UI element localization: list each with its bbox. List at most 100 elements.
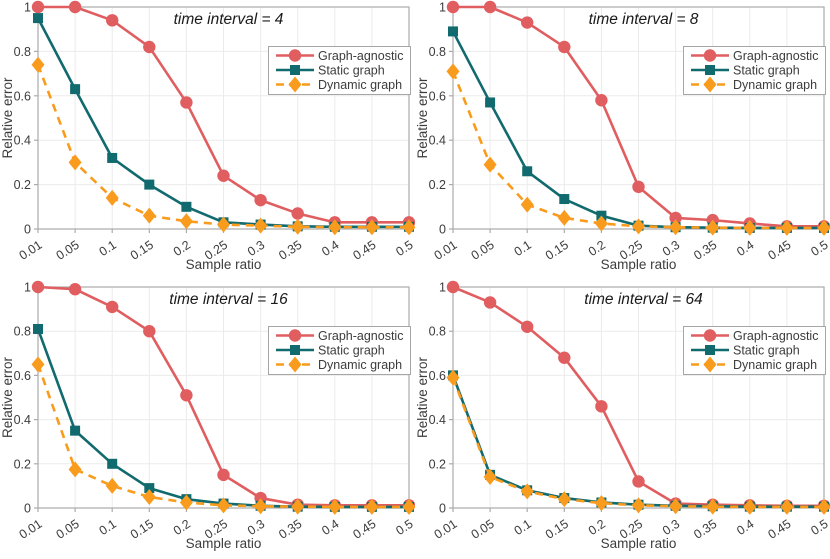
y-tick-label: 0.8 <box>14 45 31 59</box>
legend-item: Graph-agnostic <box>276 49 403 63</box>
x-tick-label: 0.01 <box>17 238 45 263</box>
circle-marker <box>632 180 645 194</box>
diamond-marker <box>31 356 45 373</box>
square-marker <box>107 458 118 469</box>
line-chart: 00.20.40.60.810.01 0.05 0.1 0.15 0.2 0.25 0.3 0… <box>415 281 830 551</box>
x-tick-label: 0.2 <box>171 238 193 259</box>
x-tick-label: 0.1 <box>512 517 534 538</box>
x-tick-label: 0.5 <box>393 238 415 259</box>
circle-marker <box>558 351 571 364</box>
x-tick-label: 0.3 <box>660 517 682 538</box>
legend-label: Graph-agnostic <box>733 329 818 343</box>
x-tick-label: 0.4 <box>319 238 341 259</box>
circle-marker <box>595 400 608 413</box>
diamond-marker <box>179 494 193 511</box>
circle-marker <box>254 193 267 207</box>
series-markers-dynamic-graph <box>31 356 416 515</box>
circle-marker <box>143 40 156 54</box>
x-tick-label: 0.01 <box>17 517 45 542</box>
circle-marker <box>68 0 82 14</box>
y-tick-label: 0 <box>439 502 446 516</box>
diamond-marker <box>402 219 416 236</box>
diamond-marker <box>365 498 379 515</box>
square-marker <box>559 194 570 205</box>
subplot-bottom-right: 0 0.2 0.4 0.6 0.8 1 0.01 0.05 0.1 0.15 0.2 0.25 0.3 0… <box>415 280 830 559</box>
x-tick-label: 0.4 <box>319 517 341 538</box>
diamond-marker <box>328 219 342 236</box>
diamond-marker <box>446 63 460 80</box>
axis-ticks <box>34 6 410 233</box>
y-tick-label: 0.8 <box>429 325 446 339</box>
y-axis-label: Relative error <box>0 356 15 438</box>
y-tick-label: 0 <box>24 502 31 516</box>
circle-marker <box>288 49 302 62</box>
x-tick-label: 0.45 <box>765 238 793 263</box>
x-tick-label: 0.15 <box>543 238 571 263</box>
diamond-marker <box>142 488 156 505</box>
chart-title: time interval = 4 <box>174 11 284 28</box>
x-tick-label: 0.2 <box>586 517 608 538</box>
square-marker <box>448 26 458 37</box>
subplot-top-right: 0 0.2 0.4 0.6 0.8 1 0.01 0.05 0.1 0.15 0.2 0.25 0.3 0… <box>415 0 830 280</box>
legend-item: Dynamic graph <box>276 76 402 93</box>
x-tick-label: 0.2 <box>171 517 193 538</box>
legend-label: Static graph <box>733 64 800 78</box>
series-markers-dynamic-graph <box>446 369 830 515</box>
diamond-marker <box>288 356 302 373</box>
x-tick-label: 0.3 <box>245 238 267 259</box>
circle-marker <box>217 468 230 482</box>
circle-marker <box>483 296 497 309</box>
square-marker <box>70 425 81 436</box>
circle-marker <box>483 0 497 14</box>
grid-lines <box>38 7 410 229</box>
circle-marker <box>217 169 230 182</box>
diamond-marker <box>328 498 342 515</box>
circle-marker <box>595 94 608 107</box>
x-tick-label: 0.15 <box>128 517 156 542</box>
diamond-marker <box>254 217 268 234</box>
legend-item: Graph-agnostic <box>691 49 818 63</box>
circle-marker <box>106 300 119 314</box>
x-tick-label: 0.35 <box>691 517 719 542</box>
diamond-marker <box>520 483 534 500</box>
diamond-marker <box>179 213 193 230</box>
x-tick-label: 0.1 <box>97 238 119 259</box>
x-axis-label: Sample ratio <box>186 257 262 272</box>
circle-marker <box>669 211 682 225</box>
square-marker <box>705 65 715 75</box>
y-tick-label: 0.6 <box>429 89 446 103</box>
grid-lines <box>453 7 825 229</box>
x-tick-label: 0.45 <box>350 238 378 263</box>
circle-marker <box>31 280 45 294</box>
circle-marker <box>703 329 717 342</box>
square-marker <box>290 65 300 75</box>
circle-marker <box>446 0 460 14</box>
square-marker <box>70 84 81 95</box>
x-tick-label: 0.01 <box>432 517 460 542</box>
y-tick-label: 0.4 <box>14 134 31 148</box>
y-tick-label: 0.4 <box>429 134 446 148</box>
square-marker <box>485 97 496 108</box>
chart-title: time interval = 64 <box>584 291 703 308</box>
y-axis-label: Relative error <box>415 77 430 159</box>
y-tick-label: 0.4 <box>14 413 31 427</box>
y-tick-label: 1 <box>24 1 31 15</box>
circle-marker <box>632 475 645 488</box>
circle-marker <box>31 0 45 14</box>
legend-item: Graph-agnostic <box>276 329 403 343</box>
y-tick-label: 0.6 <box>14 89 31 103</box>
legend-item: Static graph <box>691 64 800 78</box>
square-marker <box>144 483 155 494</box>
series-markers-dynamic-graph <box>31 56 416 236</box>
legend-label: Dynamic graph <box>733 358 817 372</box>
diamond-marker <box>669 219 683 236</box>
legend-item: Static graph <box>691 344 800 358</box>
x-tick-label: 0.35 <box>691 238 719 263</box>
diamond-marker <box>105 477 119 494</box>
y-tick-label: 0.6 <box>14 369 31 383</box>
y-tick-label: 0 <box>439 223 446 237</box>
